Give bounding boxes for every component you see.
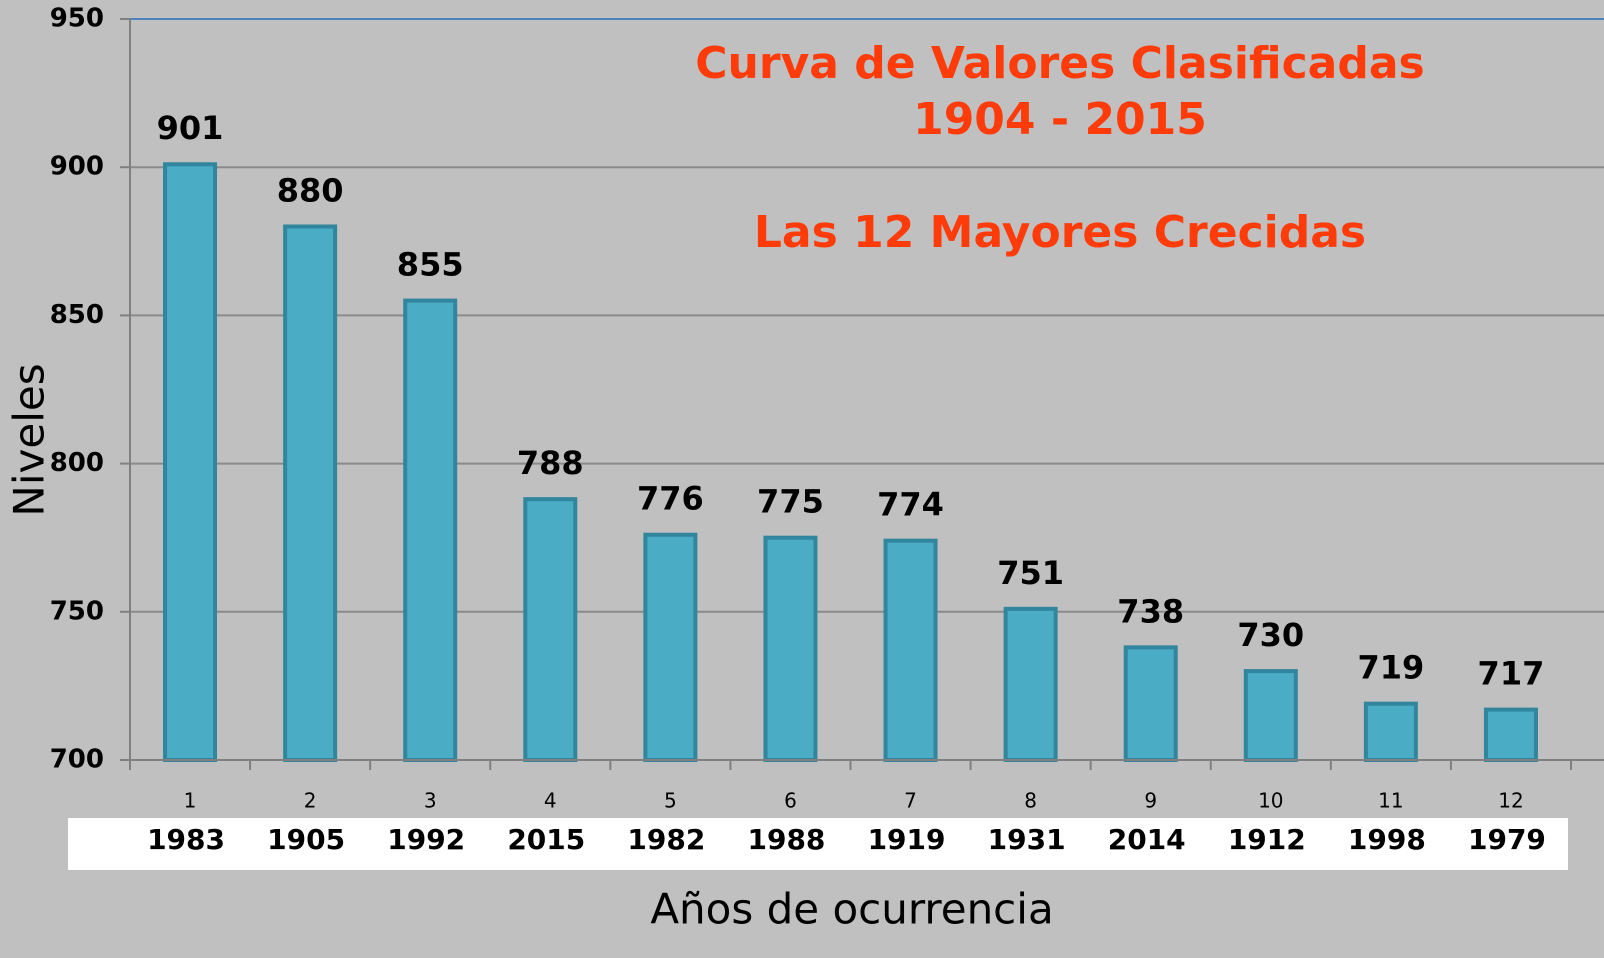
y-tick-label: 900 [50,152,104,182]
year-label: 1905 [267,823,345,856]
value-label: 717 [1478,655,1545,693]
year-label: 1912 [1228,823,1306,856]
value-label: 775 [757,483,824,521]
x-tick-label: 9 [1144,789,1157,813]
chart-title: Curva de Valores Clasificadas [695,38,1424,89]
x-tick-label: 2 [304,789,317,813]
year-label: 1982 [627,823,705,856]
x-tick-label: 7 [904,789,917,813]
x-axis-label: Años de ocurrencia [650,885,1053,934]
bar [1123,645,1178,762]
value-label: 788 [517,444,584,482]
y-tick-label: 750 [50,596,104,626]
x-tick-label: 1 [184,789,197,813]
y-axis-label: Niveles [5,363,54,516]
year-label: 1988 [747,823,825,856]
y-tick-label: 800 [50,448,104,478]
x-tick-label: 3 [424,789,437,813]
year-label: 1979 [1468,823,1546,856]
year-band [68,818,1568,870]
bar [763,535,818,763]
value-label: 855 [397,246,464,284]
value-label: 880 [277,171,344,209]
value-label: 738 [1117,592,1184,630]
x-tick-label: 10 [1258,789,1283,813]
year-label: 2014 [1108,823,1186,856]
bar [883,538,938,762]
bar [523,497,578,762]
y-tick-label: 950 [50,4,104,34]
value-label: 774 [877,486,944,524]
x-tick-label: 8 [1024,789,1037,813]
x-tick-label: 5 [664,789,677,813]
year-label: 1931 [988,823,1066,856]
y-tick-label: 850 [50,300,104,330]
x-tick-label: 6 [784,789,797,813]
chart-title: 1904 - 2015 [913,94,1207,145]
value-label: 719 [1357,649,1424,687]
bar [283,224,338,763]
bar [1003,606,1058,762]
x-tick-label: 4 [544,789,557,813]
x-tick-label: 11 [1378,789,1403,813]
y-tick-label: 700 [50,745,104,775]
bar [1363,701,1418,763]
year-label: 1998 [1348,823,1426,856]
year-label: 1992 [387,823,465,856]
year-label: 2015 [507,823,585,856]
bar [163,162,218,762]
chart-subtitle: Las 12 Mayores Crecidas [754,207,1366,258]
value-label: 751 [997,554,1064,592]
bar [1243,669,1298,763]
value-label: 901 [157,109,224,147]
value-label: 730 [1237,616,1304,654]
bar [643,532,698,763]
bar [1483,707,1538,762]
year-label: 1983 [147,823,225,856]
year-label: 1919 [868,823,946,856]
x-tick-label: 12 [1498,789,1523,813]
bar [403,298,458,762]
value-label: 776 [637,480,704,518]
